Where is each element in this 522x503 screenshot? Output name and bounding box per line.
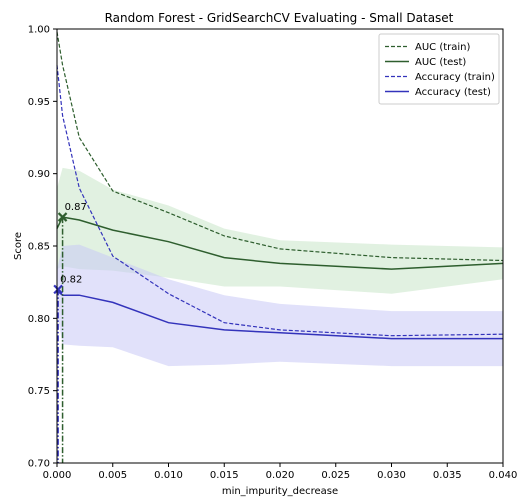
- series-lines: [56, 31, 504, 340]
- y-tick-label-5: 0.95: [28, 97, 50, 108]
- legend-label-3: Accuracy (test): [415, 87, 491, 98]
- legend-label-2: Accuracy (train): [415, 72, 495, 83]
- y-axis: 0.70 0.75 0.80 0.85 0.90 0.95 1.00: [28, 25, 57, 470]
- best-score-markers: 0.87 0.82: [53, 202, 87, 463]
- y-tick-label-0: 0.70: [28, 459, 50, 470]
- std-band-1: [57, 167, 503, 294]
- legend: AUC (train) AUC (test) Accuracy (train) Acc…: [378, 33, 500, 105]
- x-tick-label-8: 0.040: [489, 470, 518, 481]
- x-tick-label-2: 0.010: [154, 470, 183, 481]
- series-line-3: [56, 290, 503, 340]
- series-line-0: [56, 31, 504, 262]
- best-marker-x-1: [53, 284, 63, 295]
- x-axis: 0.000 0.005 0.010 0.015 0.020 0.025 0.030 0.035…: [43, 463, 518, 481]
- y-tick-label-3: 0.85: [28, 242, 50, 253]
- x-tick-label-5: 0.025: [321, 470, 350, 481]
- x-tick-label-0: 0.000: [43, 470, 72, 481]
- best-marker-label-0: 0.87: [65, 202, 87, 213]
- best-marker-label-1: 0.82: [60, 274, 82, 285]
- series-line-1: [56, 216, 504, 270]
- y-tick-label-2: 0.80: [28, 314, 50, 325]
- x-tick-label-7: 0.035: [433, 470, 462, 481]
- chart-title: Random Forest - GridSearchCV Evaluating …: [105, 11, 454, 25]
- x-tick-label-6: 0.030: [377, 470, 406, 481]
- y-axis-label: Score: [13, 232, 24, 260]
- y-tick-label-6: 1.00: [28, 25, 50, 36]
- series-line-2: [56, 65, 504, 337]
- legend-label-0: AUC (train): [415, 42, 470, 53]
- x-tick-label-4: 0.020: [266, 470, 295, 481]
- best-marker-x-0: [57, 212, 68, 222]
- x-axis-label: min_impurity_decrease: [222, 486, 338, 497]
- x-tick-label-3: 0.015: [210, 470, 239, 481]
- legend-label-1: AUC (test): [415, 57, 466, 68]
- y-tick-label-1: 0.75: [28, 386, 50, 397]
- y-tick-label-4: 0.90: [28, 169, 50, 180]
- legend-box: [378, 33, 500, 105]
- x-tick-label-1: 0.005: [98, 470, 127, 481]
